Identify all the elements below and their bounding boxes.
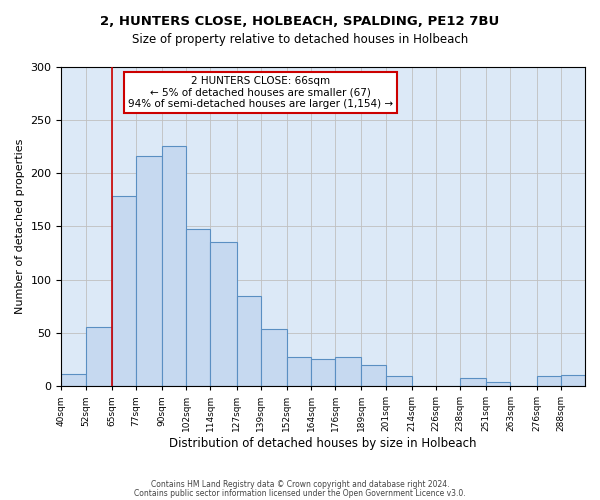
Text: Contains HM Land Registry data © Crown copyright and database right 2024.: Contains HM Land Registry data © Crown c… <box>151 480 449 489</box>
Bar <box>386 376 412 386</box>
Bar <box>211 242 236 386</box>
Bar <box>61 374 86 386</box>
Text: 2, HUNTERS CLOSE, HOLBEACH, SPALDING, PE12 7BU: 2, HUNTERS CLOSE, HOLBEACH, SPALDING, PE… <box>100 15 500 28</box>
Bar <box>460 378 487 386</box>
Bar <box>162 146 186 386</box>
Y-axis label: Number of detached properties: Number of detached properties <box>15 138 25 314</box>
Bar <box>361 364 386 386</box>
Text: 2 HUNTERS CLOSE: 66sqm
← 5% of detached houses are smaller (67)
94% of semi-deta: 2 HUNTERS CLOSE: 66sqm ← 5% of detached … <box>128 76 393 110</box>
Bar <box>311 360 335 386</box>
Bar <box>112 196 136 386</box>
Bar <box>186 230 211 386</box>
Bar <box>136 156 162 386</box>
Bar <box>561 376 585 386</box>
Bar <box>236 296 261 386</box>
Text: Contains public sector information licensed under the Open Government Licence v3: Contains public sector information licen… <box>134 488 466 498</box>
Bar <box>335 358 361 386</box>
Text: Size of property relative to detached houses in Holbeach: Size of property relative to detached ho… <box>132 32 468 46</box>
Bar <box>86 328 112 386</box>
Bar <box>261 328 287 386</box>
X-axis label: Distribution of detached houses by size in Holbeach: Distribution of detached houses by size … <box>169 437 477 450</box>
Bar <box>287 358 311 386</box>
Bar <box>536 376 561 386</box>
Bar <box>487 382 511 386</box>
